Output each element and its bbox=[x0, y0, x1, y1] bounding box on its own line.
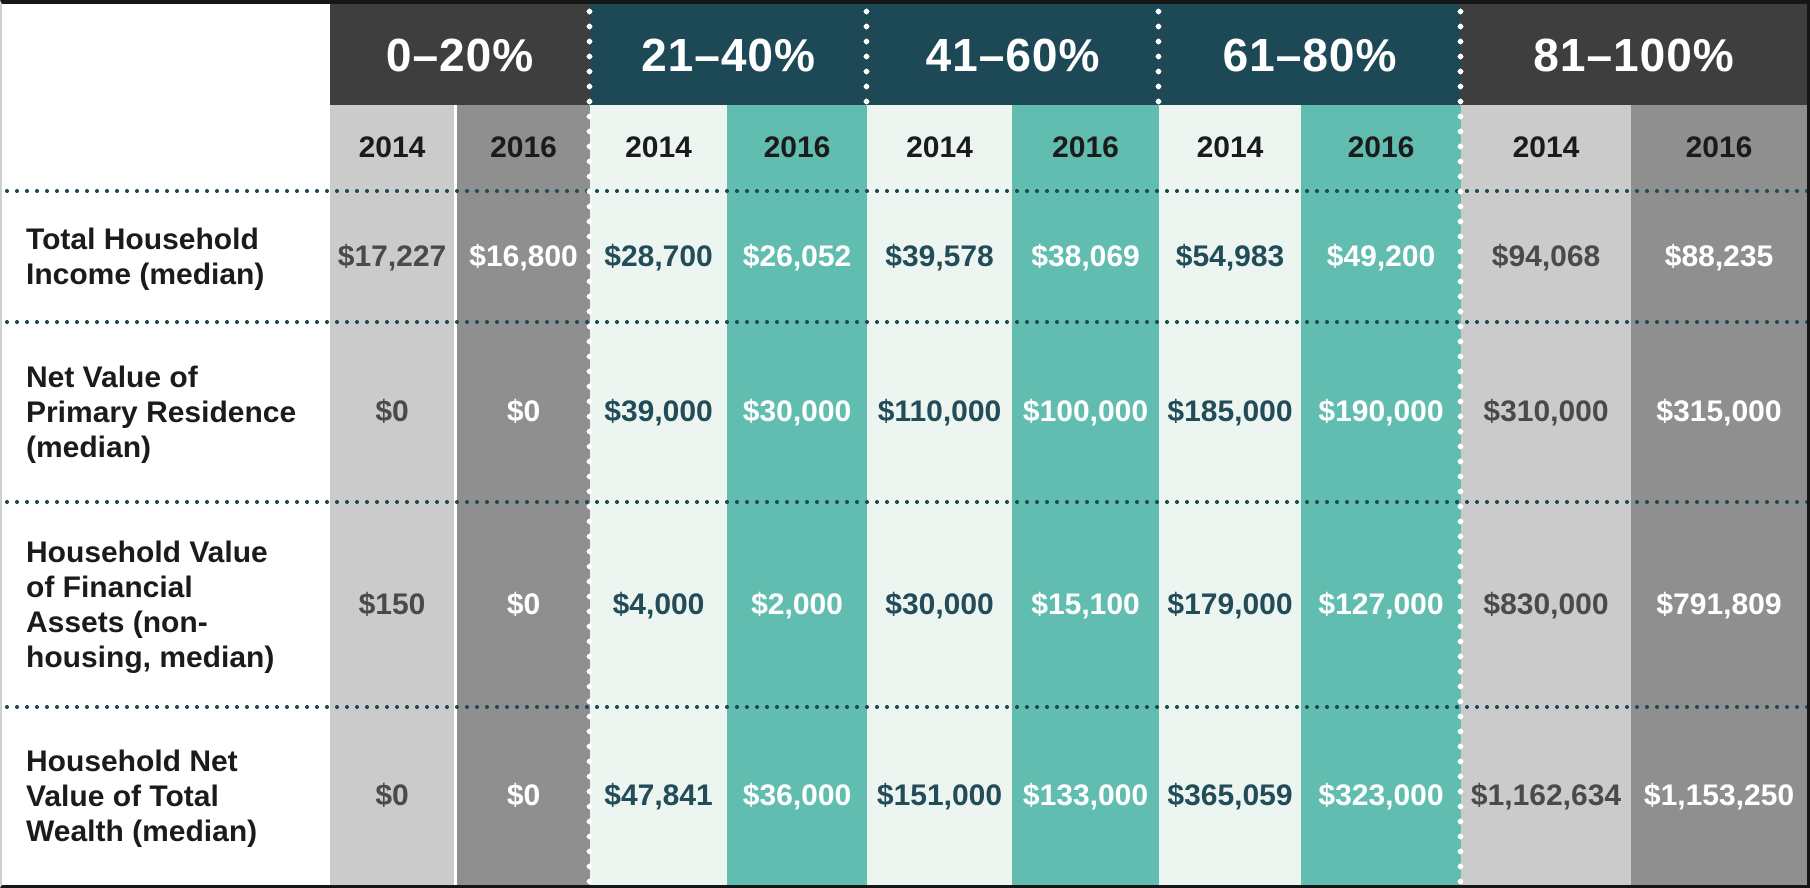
value-cell: $0 bbox=[457, 502, 590, 707]
quintile-header-81-100: 81–100% bbox=[1461, 4, 1807, 105]
quintile-separator-dotted-line bbox=[1155, 4, 1162, 105]
value-cell: $49,200 bbox=[1301, 191, 1461, 322]
value-cell: $830,000 bbox=[1461, 502, 1631, 707]
value-cell: $0 bbox=[457, 322, 590, 502]
row-label: Household Net Value of Total Wealth (med… bbox=[2, 707, 330, 885]
value-cell: $127,000 bbox=[1301, 502, 1461, 707]
year-header: 2016 bbox=[727, 105, 867, 191]
row-label: Total Household Income (median) bbox=[2, 191, 330, 322]
value-cell: $0 bbox=[330, 707, 457, 885]
value-cell: $185,000 bbox=[1159, 322, 1301, 502]
year-header: 2016 bbox=[1301, 105, 1461, 191]
year-header: 2016 bbox=[457, 105, 590, 191]
year-header: 2014 bbox=[867, 105, 1012, 191]
value-cell: $791,809 bbox=[1631, 502, 1807, 707]
value-cell: $1,162,634 bbox=[1461, 707, 1631, 885]
value-cell: $310,000 bbox=[1461, 322, 1631, 502]
corner-cell bbox=[2, 4, 330, 105]
label-column-spacer bbox=[2, 105, 330, 191]
value-cell: $133,000 bbox=[1012, 707, 1159, 885]
value-cell: $47,841 bbox=[590, 707, 727, 885]
value-cell: $30,000 bbox=[727, 322, 867, 502]
row-separator-dotted-line bbox=[2, 704, 1807, 710]
quintile-separator-dotted-line bbox=[863, 4, 870, 105]
value-cell: $16,800 bbox=[457, 191, 590, 322]
value-cell: $315,000 bbox=[1631, 322, 1807, 502]
quintile-header-61-80: 61–80% bbox=[1159, 4, 1461, 105]
value-cell: $28,700 bbox=[590, 191, 727, 322]
value-cell: $26,052 bbox=[727, 191, 867, 322]
value-cell: $110,000 bbox=[867, 322, 1012, 502]
value-cell: $365,059 bbox=[1159, 707, 1301, 885]
year-header: 2016 bbox=[1012, 105, 1159, 191]
value-cell: $17,227 bbox=[330, 191, 457, 322]
value-cell: $36,000 bbox=[727, 707, 867, 885]
quintile-header-41-60: 41–60% bbox=[867, 4, 1159, 105]
value-cell: $15,100 bbox=[1012, 502, 1159, 707]
row-label: Household Value of Financial Assets (non… bbox=[2, 502, 330, 707]
row-label: Net Value of Primary Residence (median) bbox=[2, 322, 330, 502]
year-header: 2016 bbox=[1631, 105, 1807, 191]
row-separator-dotted-line bbox=[2, 319, 1807, 325]
value-cell: $4,000 bbox=[590, 502, 727, 707]
row-separator-dotted-line bbox=[2, 188, 1807, 194]
value-cell: $2,000 bbox=[727, 502, 867, 707]
value-cell: $323,000 bbox=[1301, 707, 1461, 885]
value-cell: $1,153,250 bbox=[1631, 707, 1807, 885]
value-cell: $0 bbox=[457, 707, 590, 885]
year-header: 2014 bbox=[1159, 105, 1301, 191]
value-cell: $100,000 bbox=[1012, 322, 1159, 502]
value-cell: $94,068 bbox=[1461, 191, 1631, 322]
value-cell: $179,000 bbox=[1159, 502, 1301, 707]
value-cell: $190,000 bbox=[1301, 322, 1461, 502]
value-cell: $39,000 bbox=[590, 322, 727, 502]
value-cell: $39,578 bbox=[867, 191, 1012, 322]
quintile-header-21-40: 21–40% bbox=[590, 4, 867, 105]
value-cell: $38,069 bbox=[1012, 191, 1159, 322]
value-cell: $30,000 bbox=[867, 502, 1012, 707]
value-cell: $54,983 bbox=[1159, 191, 1301, 322]
value-cell: $88,235 bbox=[1631, 191, 1807, 322]
year-header: 2014 bbox=[590, 105, 727, 191]
quintile-separator-dotted-line bbox=[1457, 4, 1464, 885]
quintile-header-0-20: 0–20% bbox=[330, 4, 590, 105]
value-cell: $151,000 bbox=[867, 707, 1012, 885]
year-header: 2014 bbox=[330, 105, 457, 191]
value-cell: $150 bbox=[330, 502, 457, 707]
row-separator-dotted-line bbox=[2, 499, 1807, 505]
quintile-separator-dotted-line bbox=[586, 4, 593, 885]
year-header: 2014 bbox=[1461, 105, 1631, 191]
value-cell: $0 bbox=[330, 322, 457, 502]
